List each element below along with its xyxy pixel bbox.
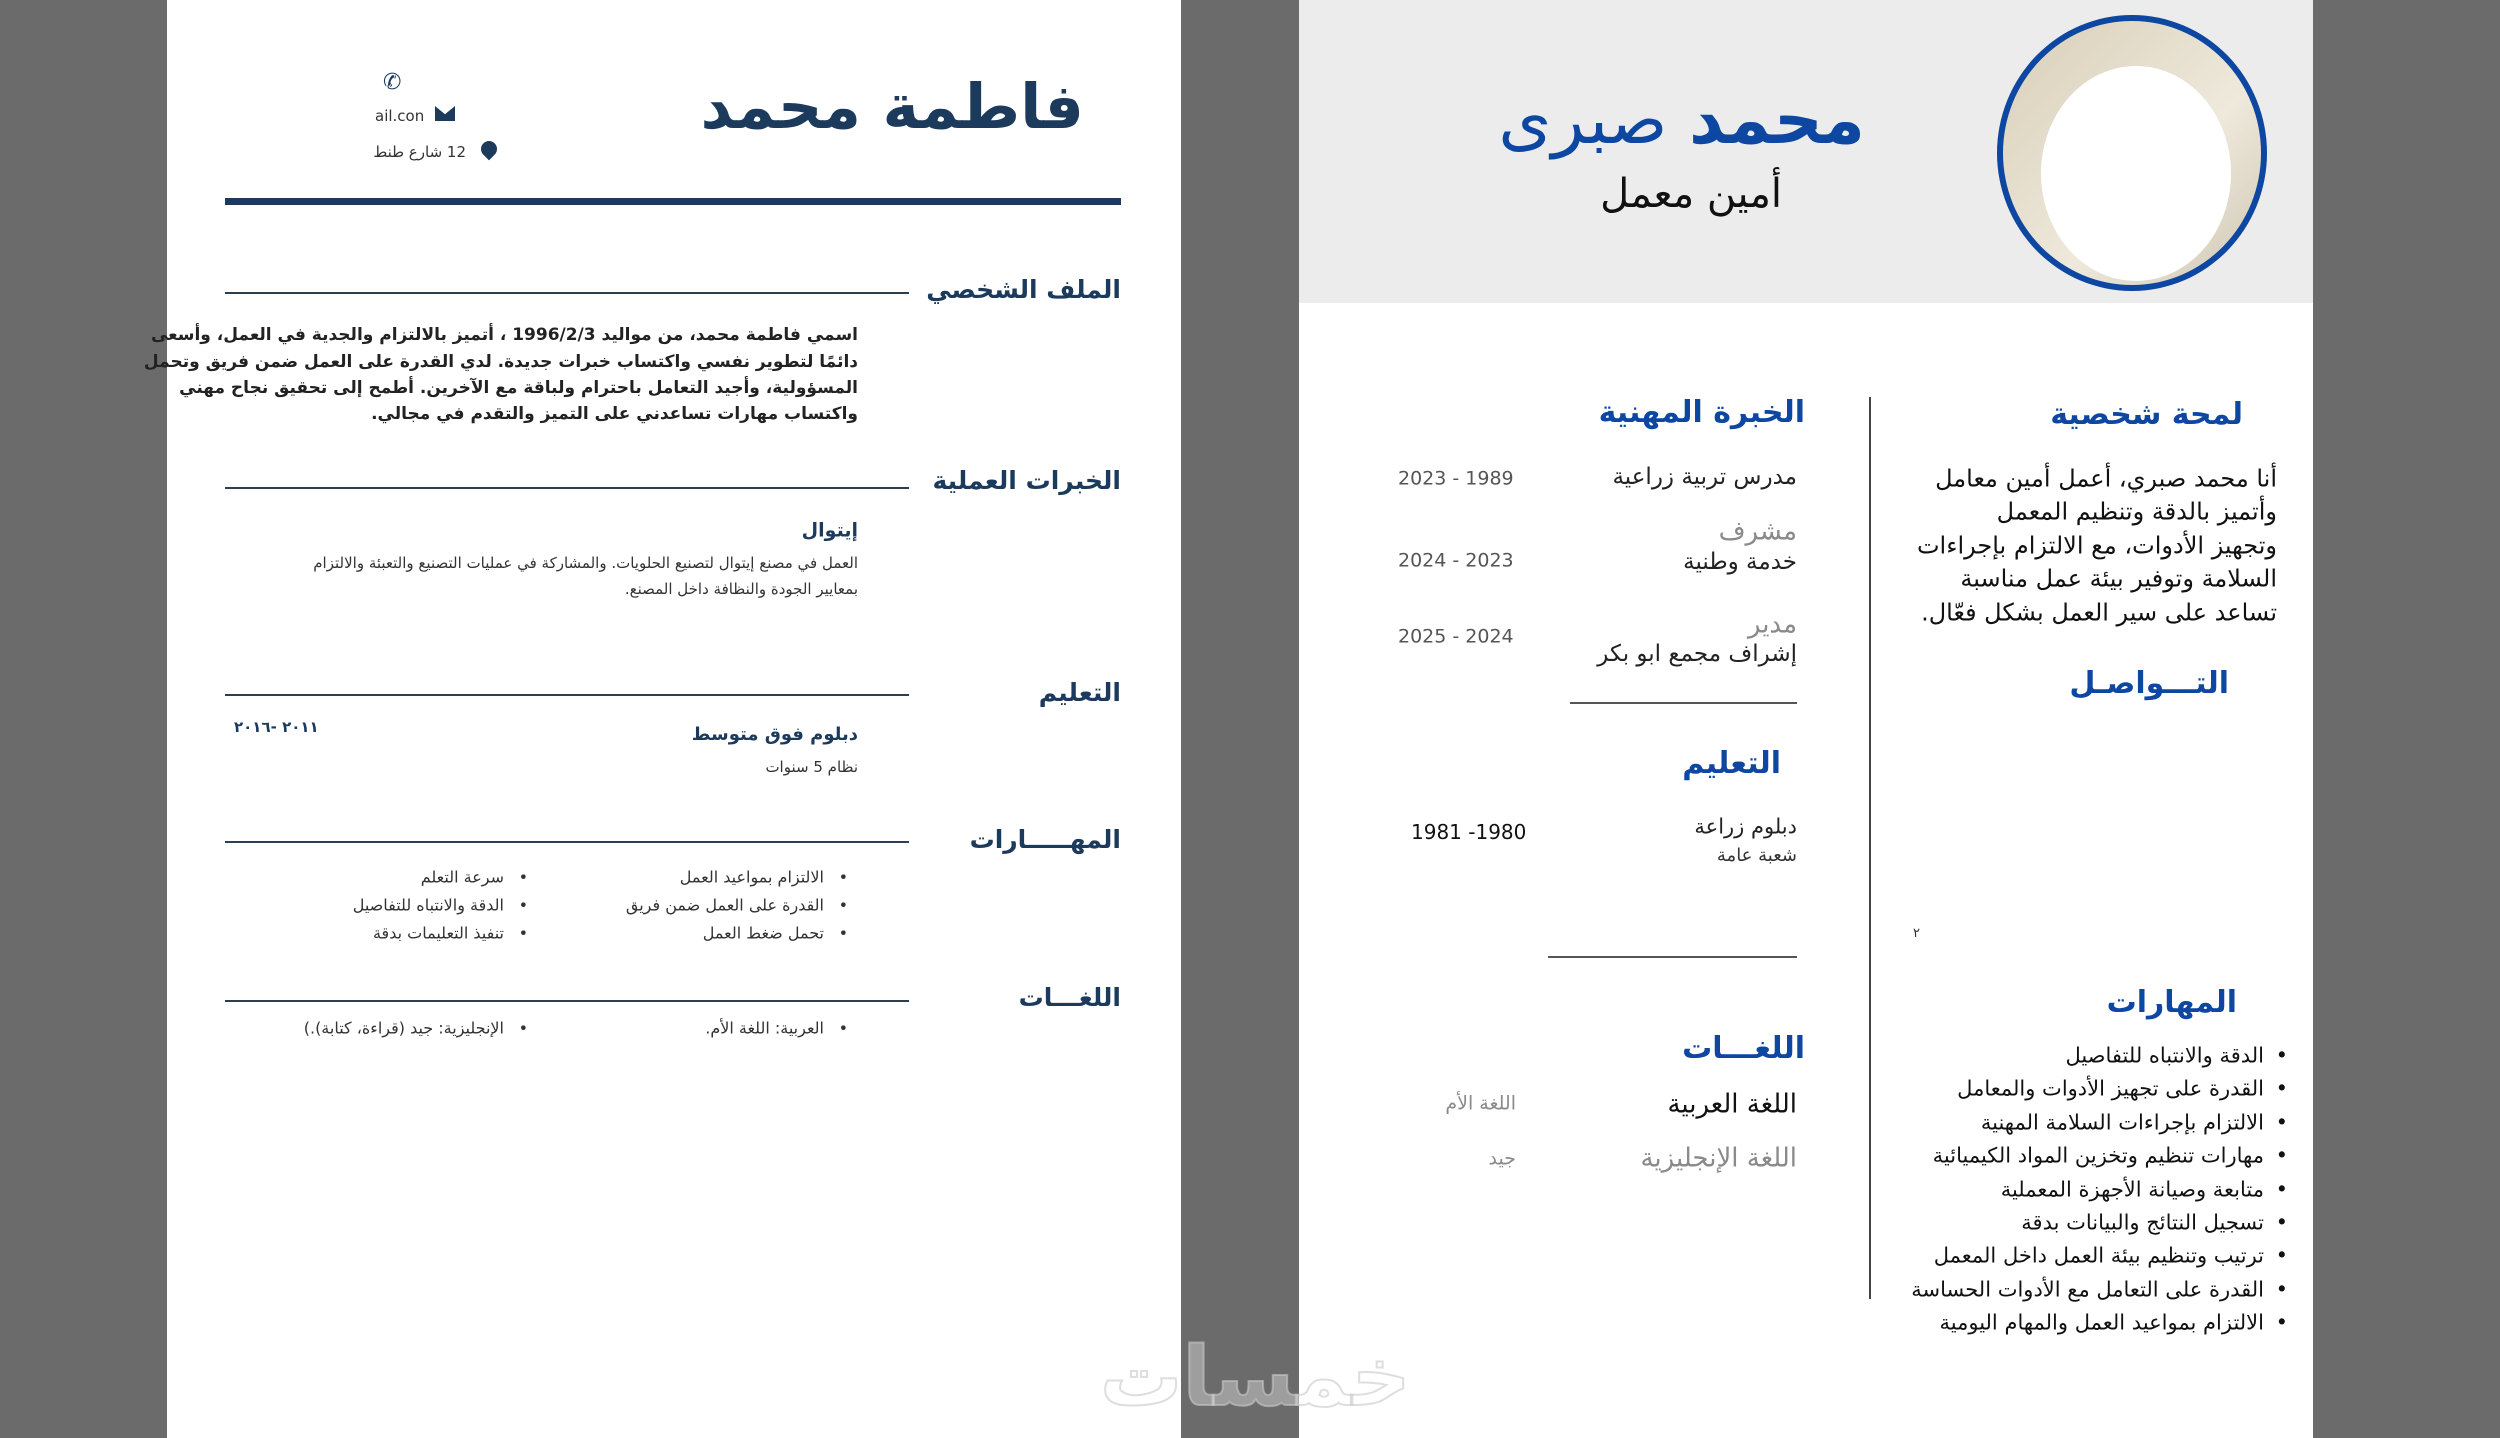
header-divider	[225, 198, 1121, 205]
skills-divider	[225, 841, 909, 843]
languages-heading: اللغـــات	[1018, 983, 1121, 1012]
job-date: 2025 - 2024	[1398, 625, 1514, 648]
profile-line: وتجهيز الأدوات، مع الالتزام بإجراءات	[1916, 531, 2277, 560]
education-degree: دبلوم زراعة	[1694, 814, 1797, 839]
language-name: اللغة العربية	[1667, 1089, 1797, 1120]
languages-divider	[225, 1000, 909, 1002]
job-title: أمين معمل	[1600, 171, 1782, 217]
contact-heading: التـــواصـل	[2069, 666, 2229, 701]
profile-line: وأتميز بالدقة وتنظيم المعمل	[1996, 497, 2277, 526]
profile-heading: الملف الشخصي	[926, 275, 1121, 304]
experience-heading: الخبرات العملية	[932, 466, 1121, 495]
skills-heading: المهارات	[2106, 985, 2237, 1020]
skill-item: الدقة والانتباه للتفاصيل	[353, 895, 529, 914]
education-divider	[225, 694, 909, 696]
languages-heading: اللغـــات	[1682, 1031, 1805, 1066]
education-date: ٢٠١١ -٢٠١٦	[234, 718, 319, 736]
language-name: اللغة الإنجليزية	[1640, 1143, 1797, 1174]
education-detail: نظام 5 سنوات	[765, 758, 858, 776]
last-name: صبرى	[1498, 81, 1668, 161]
skill-item: تحمل ضغط العمل	[703, 923, 848, 942]
phone-icon: ✆	[383, 70, 402, 95]
profile-line: السلامة وتوفير بيئة عمل مناسبة	[1960, 564, 2277, 593]
company-name: إيتوال	[801, 519, 858, 542]
profile-line: دائمًا لتطوير نفسي واكتساب خبرات جديدة. …	[143, 351, 858, 372]
language-level: اللغة الأم	[1445, 1092, 1516, 1115]
profile-line: واكتساب مهارات تساعدني على التميز والتقد…	[371, 403, 858, 424]
profile-line: أنا محمد صبري، أعمل أمين معامل	[1935, 464, 2277, 493]
job-date: 2023 - 1989	[1398, 467, 1514, 490]
skill-item: الالتزام بمواعيد العمل والمهام اليومية	[1940, 1310, 2288, 1335]
email-text: ail.con	[375, 107, 425, 125]
left-resume-page	[167, 0, 1181, 1438]
job-desc: مدرس تربية زراعية	[1612, 464, 1797, 491]
skill-item: تسجيل النتائج والبيانات بدقة	[2021, 1210, 2287, 1235]
job-role: مشرف	[1718, 516, 1797, 547]
education-date: 1981 -1980	[1411, 820, 1527, 844]
education-heading: التعليم	[1682, 746, 1781, 781]
profile-divider	[225, 292, 909, 294]
address-text: 12 شارع طنط	[373, 143, 466, 161]
skill-item: تنفيذ التعليمات بدقة	[373, 923, 528, 942]
experience-desc: بمعايير الجودة والنظافة داخل المصنع.	[624, 580, 858, 598]
profile-photo	[1997, 15, 2267, 291]
profile-line: اسمي فاطمة محمد، من مواليد 1996/2/3 ، أت…	[150, 324, 858, 345]
skill-item: الالتزام بمواعيد العمل	[680, 867, 848, 886]
experience-divider	[225, 487, 909, 489]
language-item: العربية: اللغة الأم.	[705, 1018, 847, 1037]
profile-line: المسؤولية، وأجيد التعامل باحترام ولباقة …	[179, 377, 858, 398]
skill-item: ترتيب وتنظيم بيئة العمل داخل المعمل	[1934, 1243, 2289, 1268]
language-level: جيد	[1488, 1147, 1516, 1170]
experience-divider	[1570, 702, 1797, 704]
profile-heading: لمحة شخصية	[2050, 397, 2243, 432]
job-role: مدير	[1747, 609, 1797, 640]
education-divider	[1548, 956, 1797, 958]
experience-desc: العمل في مصنع إيتوال لتصنيع الحلويات. وا…	[313, 554, 858, 572]
job-date: 2024 - 2023	[1398, 549, 1514, 572]
skills-heading: المهـــــارات	[969, 825, 1121, 854]
column-divider	[1869, 397, 1871, 1299]
skill-item: القدرة على تجهيز الأدوات والمعامل	[1957, 1076, 2288, 1101]
skill-item: القدرة على التعامل مع الأدوات الحساسة	[1911, 1277, 2287, 1302]
skill-item: الالتزام بإجراءات السلامة المهنية	[1981, 1110, 2288, 1135]
education-degree: دبلوم فوق متوسط	[691, 724, 858, 746]
skill-item: القدرة على العمل ضمن فريق	[626, 895, 848, 914]
first-name: محمد	[1689, 81, 1865, 161]
skill-item: الدقة والانتباه للتفاصيل	[2065, 1043, 2287, 1068]
language-item: الإنجليزية: جيد (قراءة، كتابة).)	[304, 1018, 529, 1037]
stray-character: ٢	[1913, 926, 1920, 942]
profile-line: تساعد على سير العمل بشكل فعّال.	[1921, 598, 2277, 627]
job-desc: خدمة وطنية	[1683, 549, 1797, 576]
job-desc: إشراف مجمع ابو بكر	[1597, 641, 1797, 668]
education-detail: شعبة عامة	[1716, 845, 1797, 867]
skill-item: مهارات تنظيم وتخزين المواد الكيميائية	[1933, 1143, 2289, 1168]
right-name: محمد صبرى	[1498, 80, 1865, 162]
education-heading: التعليم	[1038, 678, 1121, 707]
watermark-logo: خمسات	[1099, 1329, 1412, 1426]
skill-item: سرعة التعلم	[421, 867, 529, 886]
skill-item: متابعة وصيانة الأجهزة المعملية	[2001, 1177, 2289, 1202]
left-name: فاطمة محمد	[700, 69, 1084, 143]
experience-heading: الخبرة المهنية	[1598, 395, 1805, 430]
